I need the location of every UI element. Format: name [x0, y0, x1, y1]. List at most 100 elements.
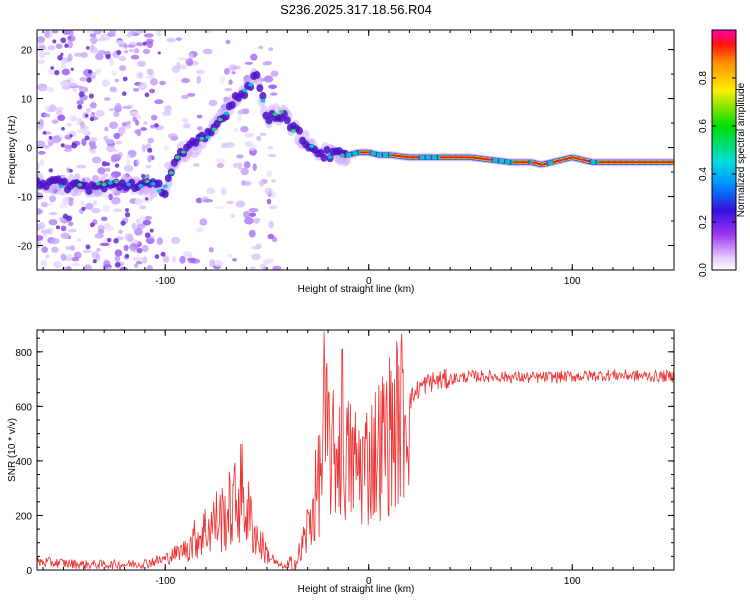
noise-speck [57, 54, 63, 61]
spectrogram-y-tick-label: 0 [26, 144, 32, 155]
noise-blob [193, 163, 200, 167]
noise-blob [51, 246, 59, 253]
ridge-body [164, 174, 172, 183]
noise-speck [120, 220, 126, 226]
ridge-hot-core [449, 156, 453, 159]
noise-blob [99, 242, 110, 247]
spectrogram-y-tick-label: 10 [21, 95, 33, 106]
ridge-hot-core [668, 161, 672, 164]
noise-blob [156, 30, 162, 37]
noise-blob [266, 170, 273, 178]
ridge-hot-core [485, 158, 489, 161]
noise-blob [129, 243, 139, 251]
ridge-core [217, 117, 223, 122]
ridge-hot-core [620, 161, 624, 164]
spectrogram-frame [36, 29, 675, 271]
noise-blob [67, 35, 72, 40]
noise-blob [123, 164, 134, 172]
noise-blob [104, 126, 109, 132]
noise-blob [181, 94, 190, 100]
ridge-hot-core [650, 161, 654, 164]
ridge-core [144, 179, 150, 184]
noise-speck [101, 161, 108, 167]
noise-blob [146, 68, 154, 76]
noise-blob [37, 59, 45, 64]
ridge-hot-core [577, 157, 581, 160]
noise-speck [116, 50, 122, 55]
noise-speck [113, 238, 119, 244]
noise-blob [263, 75, 274, 83]
ridge-core [126, 182, 132, 187]
noise-blob [89, 102, 97, 109]
noise-blob [51, 135, 62, 144]
ridge-hot-core [565, 157, 569, 160]
noise-blob [66, 122, 73, 127]
ridge-core [95, 181, 101, 186]
noise-blob [136, 247, 143, 254]
ridge-hot-core [522, 161, 526, 164]
noise-speck [81, 206, 86, 211]
noise-blob [145, 174, 150, 180]
ridge-hot-core [400, 155, 404, 158]
noise-blob [96, 248, 101, 252]
noise-blob [118, 55, 127, 62]
ridge-body [283, 116, 291, 125]
noise-blob [40, 260, 47, 268]
noise-blob [139, 205, 147, 210]
noise-speck [69, 134, 73, 138]
ridge-hot-core [406, 156, 410, 159]
noise-blob [67, 53, 73, 62]
ridge-core [181, 150, 187, 154]
ridge-core [260, 98, 266, 103]
ridge-hot-core [601, 161, 605, 164]
noise-blob [220, 187, 227, 196]
noise-blob [265, 258, 275, 264]
noise-blob [142, 219, 152, 226]
snr-frame [36, 329, 675, 571]
noise-blob [123, 43, 128, 49]
snr-x-axis-label: Height of straight line (km) [298, 584, 415, 595]
ridge-body [85, 186, 93, 195]
noise-blob [206, 187, 216, 195]
noise-blob [37, 162, 40, 171]
noise-speck [122, 91, 127, 96]
spectrogram-y-tick-label: -10 [18, 193, 33, 204]
colorbar-tick-label: 0.0 [698, 263, 709, 277]
noise-blob [113, 132, 120, 140]
ridge-hot-core [644, 161, 648, 164]
noise-blob [124, 233, 134, 241]
noise-blob [37, 150, 46, 155]
noise-blob [139, 30, 144, 34]
noise-blob [183, 123, 191, 129]
noise-blob [58, 216, 65, 222]
ridge-core [290, 128, 296, 133]
ridge-hot-core [559, 159, 563, 162]
noise-speck [88, 69, 93, 74]
snr-y-axis-label: SNR (10 * v/v) [7, 418, 18, 482]
colorbar: 0.0 0.2 0.4 0.6 0.8 Normalized spectral ampl… [698, 29, 747, 277]
noise-blob [231, 71, 236, 75]
noise-blob [154, 99, 164, 105]
noise-blob [195, 197, 203, 204]
noise-blob [132, 256, 143, 261]
noise-blob [90, 36, 98, 45]
noise-blob [101, 79, 110, 87]
noise-blob [187, 92, 196, 97]
noise-blob [190, 258, 201, 264]
ridge-core [113, 179, 119, 184]
noise-blob [91, 71, 97, 80]
noise-blob [111, 196, 121, 205]
noise-speck [144, 92, 150, 98]
ridge-core [211, 127, 217, 132]
snr-x-tick-label: 100 [564, 576, 581, 587]
noise-blob [244, 180, 252, 187]
ridge-core [383, 152, 389, 158]
noise-blob [252, 163, 257, 172]
noise-blob [105, 144, 116, 153]
noise-blob [166, 37, 176, 43]
noise-blob [60, 253, 67, 262]
ridge-core [352, 151, 358, 156]
noise-blob [128, 49, 134, 53]
noise-blob [79, 77, 87, 82]
ridge-core [339, 153, 345, 158]
